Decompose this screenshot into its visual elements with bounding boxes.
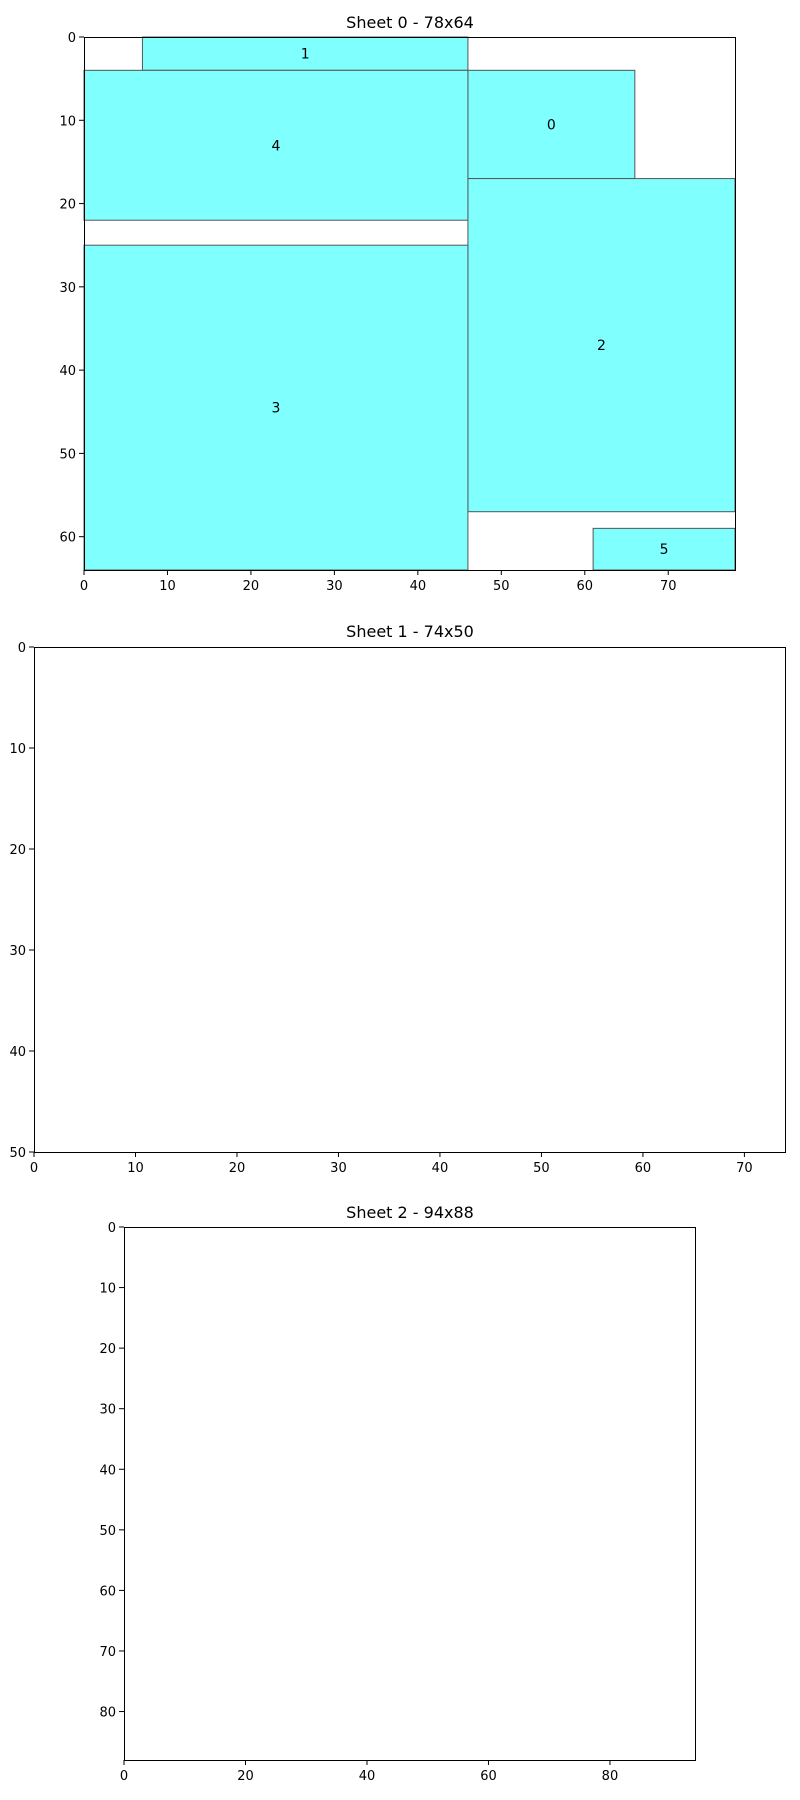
sheet-1-y-tick-label: 40 (9, 1045, 26, 1060)
sheet-0-rect-4 (83, 69, 469, 221)
sheet-0-y-tick-label: 50 (59, 447, 76, 462)
sheet-2-y-tick-label: 10 (99, 1282, 116, 1297)
sheet-1-y-tick-label: 20 (9, 843, 26, 858)
sheet-0-rect-1 (141, 36, 469, 71)
sheet-2-title: Sheet 2 - 94x88 (346, 1203, 474, 1222)
sheet-0-rect-5 (592, 527, 736, 571)
sheet-1-y-tick-label: 30 (9, 944, 26, 959)
sheet-2-y-tick-label: 0 (108, 1221, 116, 1236)
sheet-0-chart: Sheet 0 - 78x64 0 1 2 3 4 5 0 10 20 30 40 50 60 70 0… (59, 13, 736, 594)
sheet-0-rect-label-5: 5 (660, 542, 669, 558)
sheet-1-x-tick-label: 30 (330, 1161, 347, 1176)
sheet-2-y-tick-label: 50 (99, 1524, 116, 1539)
sheet-2-y-tick-label: 30 (99, 1403, 116, 1418)
sheet-0-y-tick-label: 60 (59, 531, 76, 546)
sheet-0-x-tick-label: 70 (660, 579, 677, 594)
sheet-2-y-tick-label: 80 (99, 1706, 116, 1721)
sheet-0-title: Sheet 0 - 78x64 (346, 13, 474, 32)
sheet-0-x-tick-label: 40 (410, 579, 427, 594)
sheet-2-plot-frame (124, 1227, 696, 1761)
sheet-2-x-tick-label: 0 (120, 1769, 128, 1784)
sheet-1-x-tick-label: 10 (127, 1161, 144, 1176)
sheet-0-rect-label-1: 1 (301, 47, 310, 63)
sheet-0-y-tick-label: 40 (59, 364, 76, 379)
sheet-2-x-tick-label: 80 (602, 1769, 619, 1784)
sheet-0-x-tick-label: 10 (159, 579, 176, 594)
sheet-2-x-tick-label: 20 (237, 1769, 254, 1784)
sheet-2-y-tick-label: 60 (99, 1584, 116, 1599)
sheet-2-chart: Sheet 2 - 94x88 0 20 40 60 80 0 10 20 30 40 50 60 7… (99, 1203, 696, 1784)
sheet-0-rect-label-3: 3 (272, 401, 281, 417)
sheet-0-plot-frame (84, 37, 736, 571)
sheet-1-x-tick-label: 60 (635, 1161, 652, 1176)
sheet-1-x-tick-label: 50 (533, 1161, 550, 1176)
sheet-1-y-tick-label: 0 (18, 641, 26, 656)
sheet-0-y-tick-label: 0 (68, 31, 76, 46)
sheet-1-x-tick-label: 0 (30, 1161, 38, 1176)
sheet-1-plot-frame (34, 647, 786, 1153)
sheet-1-y-tick-label: 10 (9, 742, 26, 757)
sheet-2-x-tick-label: 60 (480, 1769, 497, 1784)
sheet-1-title: Sheet 1 - 74x50 (346, 622, 474, 641)
sheet-0-rect-label-0: 0 (547, 117, 556, 133)
sheet-0-rect-label-4: 4 (272, 138, 281, 154)
sheet-2-x-tick-label: 40 (359, 1769, 376, 1784)
sheet-0-x-tick-label: 0 (80, 579, 88, 594)
sheet-0-rect-0 (467, 69, 636, 180)
sheet-1-x-tick-label: 20 (229, 1161, 246, 1176)
sheet-0-y-tick-label: 10 (59, 114, 76, 129)
sheet-0-x-tick-label: 50 (493, 579, 510, 594)
sheet-2-y-tick-label: 70 (99, 1645, 116, 1660)
sheet-2-y-tick-label: 20 (99, 1342, 116, 1357)
sheet-0-y-tick-label: 30 (59, 281, 76, 296)
sheet-2-y-tick-label: 40 (99, 1463, 116, 1478)
sheet-1-y-tick-label: 50 (9, 1146, 26, 1161)
sheet-1-x-tick-label: 40 (432, 1161, 449, 1176)
sheet-0-rect-3 (83, 244, 469, 571)
sheet-0-y-tick-label: 20 (59, 198, 76, 213)
sheet-0-x-tick-label: 20 (243, 579, 260, 594)
sheet-0-rect-2 (467, 178, 736, 513)
sheet-0-x-tick-label: 60 (576, 579, 593, 594)
sheet-0-rect-label-2: 2 (597, 338, 606, 354)
sheet-0-x-tick-label: 30 (326, 579, 343, 594)
sheet-1-chart: Sheet 1 - 74x50 0 10 20 30 40 50 60 70 0 10 20 30 4… (9, 622, 786, 1176)
sheet-1-x-tick-label: 70 (736, 1161, 753, 1176)
